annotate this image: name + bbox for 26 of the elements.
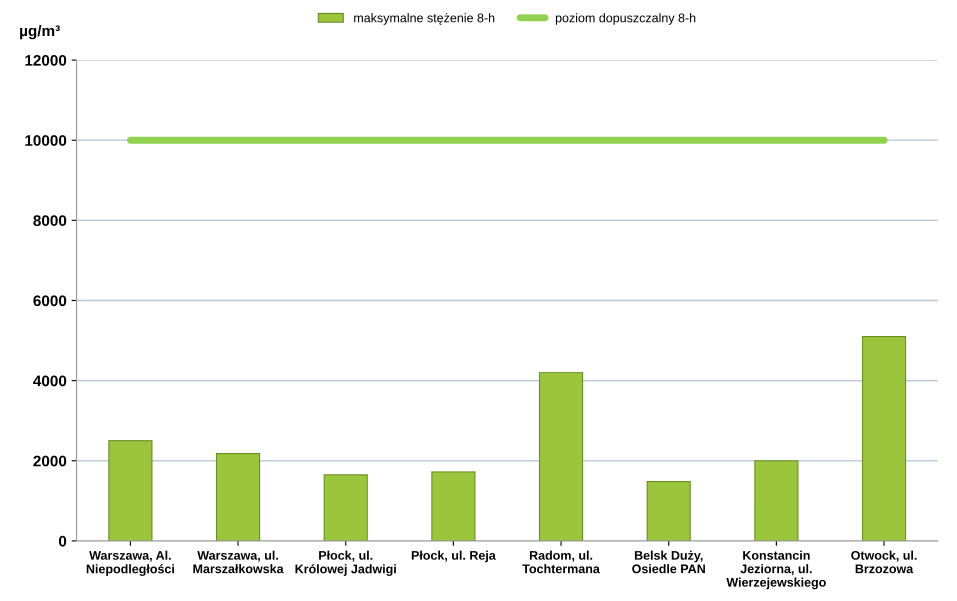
y-tick-label: 2000 <box>33 456 66 466</box>
y-tick-label: 0 <box>58 536 66 547</box>
x-tick-label: Warszawa, ul. Marszałkowska <box>193 550 284 574</box>
legend-label: maksymalne stężenie 8-h <box>354 13 494 25</box>
y-tick-label: 12000 <box>25 54 66 66</box>
bar <box>646 481 691 541</box>
y-tick-label: 6000 <box>33 295 66 306</box>
y-tick-label: 8000 <box>33 215 66 226</box>
x-tick-label: Warszawa, Al. Niepodległości <box>86 550 174 576</box>
y-tick-label: 10000 <box>25 135 66 146</box>
x-tick-label: Płock, ul. Królowej Jadwigi <box>296 550 396 576</box>
x-tick-label: Konstancin Jeziorna, ul. Wierzejewskiego <box>726 550 826 590</box>
bar <box>216 453 260 541</box>
x-tick-label: Otwock, ul. Brzozowa <box>851 550 917 574</box>
legend-label: poziom dopuszczalny 8-h <box>556 13 696 25</box>
bar <box>754 460 798 541</box>
x-tick-label: Belsk Duży, Osiedle PAN <box>632 550 705 574</box>
bar <box>862 336 906 541</box>
x-tick-label: Płock, ul. Reja <box>412 550 496 562</box>
x-tick-label: Radom, ul. Tochtermana <box>522 550 600 574</box>
bar <box>324 474 368 541</box>
y-axis-title: µg/m³ <box>20 24 60 40</box>
bar <box>538 372 584 541</box>
bar <box>431 471 476 541</box>
y-tick-label: 4000 <box>33 376 66 386</box>
bar <box>108 440 152 541</box>
